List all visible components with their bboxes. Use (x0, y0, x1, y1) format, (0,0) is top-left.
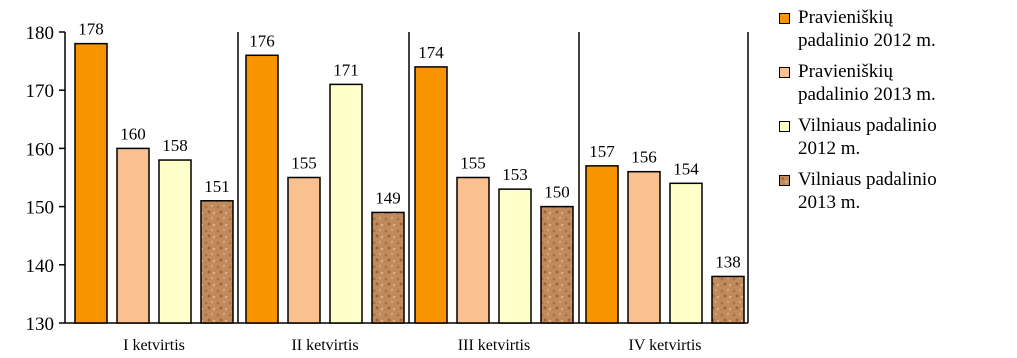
data-label: 155 (291, 154, 317, 173)
bar (498, 188, 532, 324)
bar (74, 42, 108, 324)
x-category-label: II ketvirtis (291, 337, 358, 354)
data-label: 151 (204, 177, 230, 196)
data-label: 156 (631, 148, 657, 167)
bar (158, 159, 192, 324)
x-category-label: III ketvirtis (458, 337, 530, 354)
legend-label: Pravieniškių padalinio 2013 m. (798, 61, 936, 105)
bar (627, 170, 661, 324)
legend-item: Vilniaus padalinio 2012 m. (776, 114, 1016, 160)
bar (669, 182, 703, 324)
data-label: 149 (375, 188, 401, 207)
y-tick-label: 160 (26, 139, 55, 160)
x-category-label: I ketvirtis (123, 337, 185, 354)
y-tick-label: 140 (26, 256, 55, 277)
legend-swatch (779, 67, 790, 78)
bar (371, 211, 405, 324)
legend-item: Pravieniškių padalinio 2012 m. (776, 6, 1016, 52)
bar (711, 275, 745, 324)
data-label: 157 (589, 142, 615, 161)
legend-label: Vilniaus padalinio 2013 m. (798, 169, 937, 213)
bar (414, 66, 448, 324)
bar (200, 200, 234, 324)
x-category-label: IV ketvirtis (628, 337, 701, 354)
legend-item: Pravieniškių padalinio 2013 m. (776, 60, 1016, 106)
y-tick-label: 180 (26, 23, 55, 44)
legend-swatch (779, 13, 790, 24)
bar (456, 176, 490, 324)
bar (540, 205, 574, 324)
data-label: 176 (249, 31, 275, 50)
data-label: 174 (418, 43, 444, 62)
data-label: 138 (715, 252, 741, 271)
data-label: 154 (673, 159, 699, 178)
data-label: 153 (502, 165, 528, 184)
bar (585, 165, 619, 324)
data-label: 150 (544, 183, 570, 202)
legend: Pravieniškių padalinio 2012 m. Pravienišk… (776, 6, 1016, 222)
y-tick-label: 150 (26, 198, 55, 219)
bar (287, 176, 321, 324)
legend-item: Vilniaus padalinio 2013 m. (776, 168, 1016, 214)
legend-label: Pravieniškių padalinio 2012 m. (798, 7, 936, 51)
y-tick-label: 130 (26, 314, 55, 335)
bar (116, 147, 150, 324)
data-label: 178 (78, 20, 104, 39)
y-tick-label: 170 (26, 81, 55, 102)
bar (245, 54, 279, 324)
data-label: 155 (460, 154, 486, 173)
legend-label: Vilniaus padalinio 2012 m. (798, 115, 937, 159)
legend-swatch (779, 175, 790, 186)
legend-swatch (779, 121, 790, 132)
data-label: 160 (120, 124, 146, 143)
data-label: 158 (162, 136, 188, 155)
data-label: 171 (333, 60, 359, 79)
bar (329, 83, 363, 324)
